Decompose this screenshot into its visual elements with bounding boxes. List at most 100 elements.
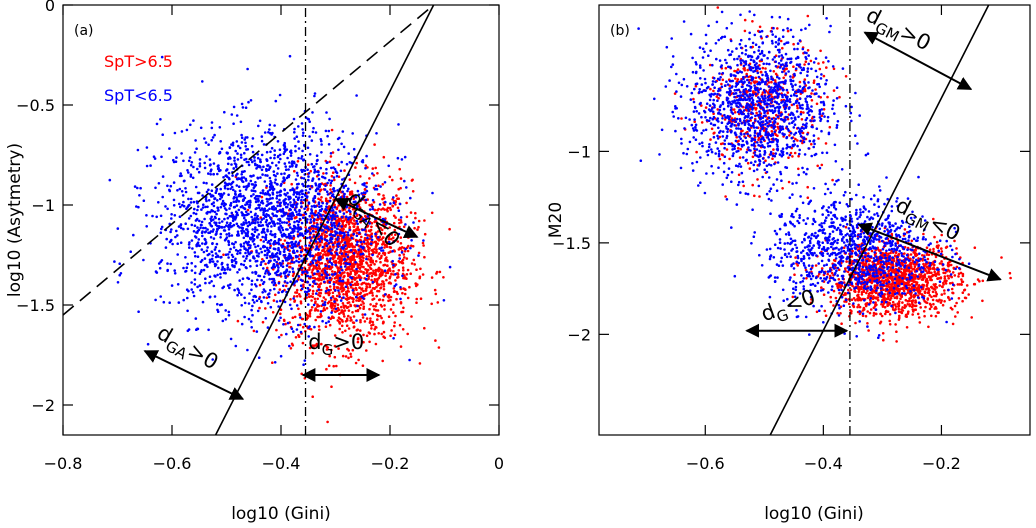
point-red [399, 345, 403, 348]
point-blue [219, 272, 222, 276]
point-blue [309, 218, 313, 221]
point-blue [265, 169, 268, 172]
point-blue [327, 265, 331, 268]
point-red [867, 329, 870, 332]
point-blue [306, 271, 309, 274]
point-blue [177, 225, 181, 228]
point-blue [250, 194, 253, 198]
point-red [396, 206, 400, 210]
point-red [413, 226, 416, 230]
point-blue [320, 143, 323, 146]
point-red [373, 279, 377, 282]
point-red [313, 344, 317, 347]
point-red [380, 332, 384, 336]
point-blue [289, 204, 293, 207]
point-blue [305, 236, 309, 240]
point-red [390, 237, 393, 241]
point-blue [194, 185, 198, 189]
point-red [302, 236, 306, 240]
point-blue [282, 250, 286, 253]
point-blue [256, 236, 259, 239]
point-blue [300, 157, 303, 160]
point-blue [263, 253, 267, 257]
point-red [430, 276, 434, 279]
point-blue [260, 168, 264, 172]
point-blue [321, 303, 325, 307]
point-red [350, 267, 354, 271]
point-blue [285, 176, 289, 180]
point-red [376, 268, 380, 271]
point-blue [296, 174, 300, 177]
point-blue [225, 212, 228, 216]
point-blue [269, 197, 272, 200]
point-blue [250, 189, 254, 192]
point-blue [404, 223, 407, 226]
point-red [410, 262, 414, 265]
point-blue [284, 256, 287, 260]
point-red [419, 297, 423, 301]
point-red [343, 271, 346, 274]
point-red [938, 262, 942, 265]
point-blue [203, 257, 207, 260]
point-blue [226, 253, 230, 256]
point-blue [323, 188, 327, 191]
point-red [361, 316, 365, 319]
point-red [364, 268, 367, 271]
point-blue [289, 234, 292, 238]
point-blue [325, 190, 329, 193]
point-red [402, 269, 405, 272]
point-blue [290, 217, 294, 221]
point-blue [338, 279, 341, 283]
point-blue [209, 217, 212, 221]
point-blue [265, 246, 269, 250]
point-red [358, 306, 362, 310]
point-red [279, 312, 282, 316]
point-blue [257, 356, 261, 360]
point-blue [355, 94, 358, 97]
point-blue [145, 214, 148, 217]
point-blue [242, 255, 245, 258]
point-red [329, 184, 332, 187]
point-blue [327, 249, 331, 253]
point-blue [288, 161, 291, 164]
point-blue [338, 136, 341, 140]
point-blue [240, 133, 243, 137]
point-red [932, 247, 935, 251]
point-red [369, 303, 372, 306]
point-red [297, 257, 301, 261]
point-red [296, 160, 300, 163]
point-blue [259, 176, 262, 179]
point-blue [176, 234, 179, 237]
point-red [333, 178, 336, 182]
point-blue [229, 247, 232, 251]
point-blue [410, 239, 413, 242]
point-blue [208, 222, 212, 225]
point-red [388, 175, 392, 179]
point-blue [300, 122, 304, 125]
point-red [371, 294, 375, 297]
point-blue [399, 297, 402, 301]
point-red [347, 274, 350, 278]
point-blue [412, 221, 415, 224]
point-red [385, 271, 388, 275]
point-blue [232, 243, 236, 246]
point-blue [330, 221, 333, 224]
point-blue [252, 174, 255, 177]
point-red [400, 310, 403, 314]
point-red [354, 270, 358, 274]
point-red [358, 254, 361, 258]
point-blue [200, 248, 204, 251]
point-blue [255, 278, 259, 282]
point-blue [317, 173, 320, 177]
point-blue [387, 240, 391, 244]
point-red [330, 348, 333, 352]
point-blue [311, 211, 314, 215]
point-blue [313, 272, 316, 276]
point-blue [218, 303, 222, 307]
point-blue [277, 266, 280, 269]
point-red [437, 346, 441, 349]
point-blue [374, 184, 378, 188]
point-red [350, 243, 354, 246]
point-red [412, 258, 416, 262]
point-red [337, 163, 341, 167]
